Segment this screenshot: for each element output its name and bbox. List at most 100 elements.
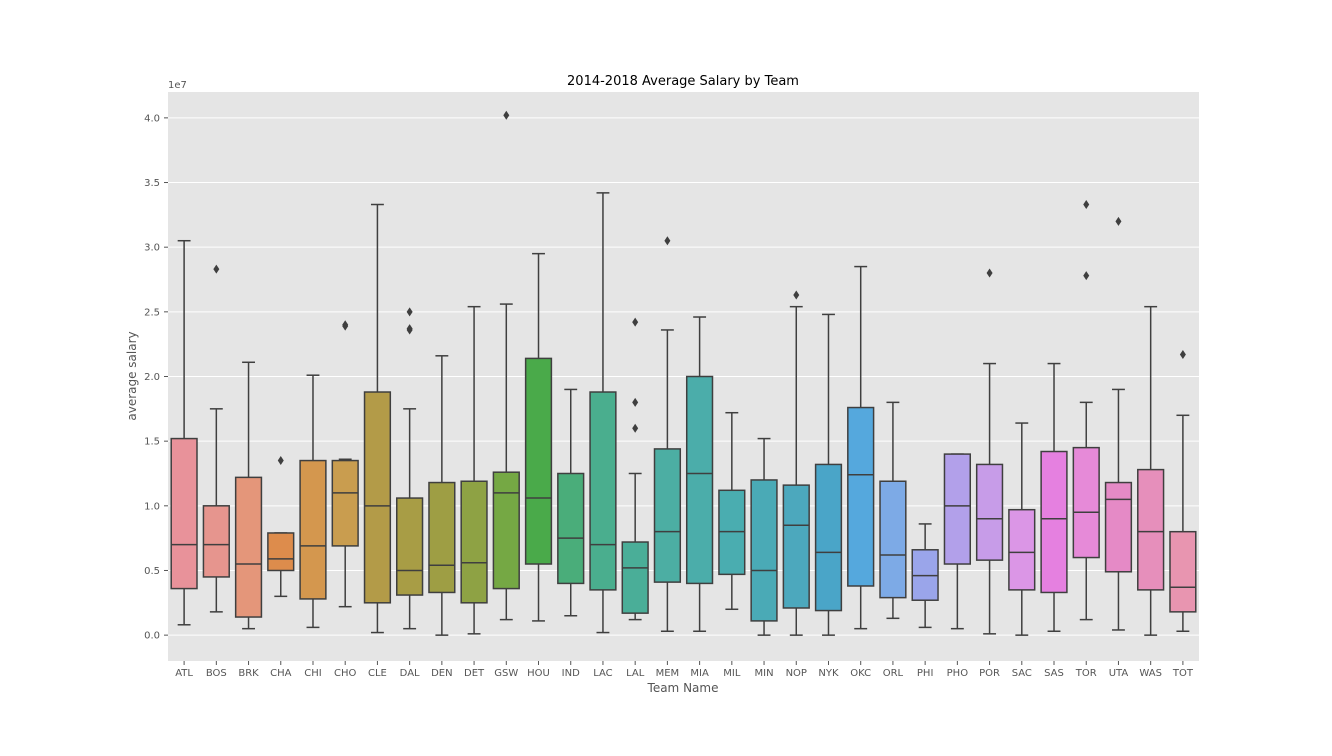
x-tick-label: MEM [656, 668, 680, 679]
box-body [1137, 468, 1165, 591]
box-body [396, 497, 424, 596]
box-sac [1008, 422, 1036, 636]
x-tick-label: CHI [304, 668, 321, 679]
box-body [621, 541, 649, 614]
box-lac [589, 192, 617, 634]
box-tot [1169, 350, 1197, 633]
box-body [524, 357, 553, 565]
outlier-point [632, 317, 639, 327]
y-tick-label: 2.5 [144, 307, 160, 318]
x-tick-label: TOT [1172, 668, 1194, 679]
y-axis-label: average salary [125, 331, 139, 420]
box-por [975, 268, 1004, 635]
outlier-point [503, 110, 510, 120]
outlier-point [342, 321, 349, 331]
y-tick-label: 1.0 [144, 501, 160, 512]
x-tick-label: SAS [1044, 668, 1064, 679]
x-tick-label: SAC [1012, 668, 1032, 679]
x-tick-label: MIL [723, 668, 741, 679]
box-body [685, 375, 714, 585]
x-tick-label: DEN [431, 668, 453, 679]
box-body [234, 476, 263, 618]
box-min [750, 437, 778, 636]
y-tick-label: 3.5 [144, 178, 160, 189]
box-cle [363, 203, 392, 634]
y-tick-label: 0.5 [144, 566, 160, 577]
boxes [170, 110, 1197, 636]
box-nyk [814, 313, 843, 636]
x-tick-label: HOU [527, 668, 550, 679]
y-tick-label: 3.0 [144, 243, 160, 254]
x-axis-ticks: ATL BOS BRK CHA CHI CHO CLE DAL DEN DET GSW HOU IND L… [175, 661, 1194, 679]
box-hou [524, 252, 553, 622]
chart-title: 2014-2018 Average Salary by Team [567, 74, 799, 89]
x-tick-label: UTA [1109, 668, 1129, 679]
box-phi [911, 523, 939, 629]
x-tick-label: ATL [175, 668, 193, 679]
box-chi [299, 374, 327, 629]
box-body [975, 463, 1004, 561]
box-mil [718, 411, 746, 611]
box-body [814, 463, 843, 612]
y-tick-label: 4.0 [144, 113, 160, 124]
y-tick-label: 1.5 [144, 437, 160, 448]
box-uta [1104, 216, 1133, 631]
x-tick-label: IND [562, 668, 580, 679]
box-sas [1040, 362, 1068, 633]
x-tick-label: BRK [238, 668, 259, 679]
box-body [428, 481, 456, 594]
outlier-point [213, 264, 220, 274]
box-body [202, 505, 230, 578]
x-tick-label: PHI [917, 668, 934, 679]
box-dal [396, 307, 424, 630]
x-tick-label: POR [979, 668, 1000, 679]
x-tick-label: CHA [270, 668, 292, 679]
box-gsw [492, 110, 520, 621]
x-tick-label: GSW [494, 668, 518, 679]
box-body [750, 479, 778, 622]
box-body [879, 480, 907, 599]
box-det [460, 305, 488, 635]
box-mia [685, 316, 714, 633]
x-tick-label: DET [464, 668, 485, 679]
outlier-point [986, 268, 993, 278]
x-tick-label: ORL [883, 668, 904, 679]
box-body [492, 471, 520, 590]
box-pho [943, 453, 971, 630]
y-exponent-label: 1e7 [168, 80, 187, 91]
box-ind [557, 388, 585, 617]
box-body [557, 472, 585, 585]
box-body [267, 532, 295, 572]
box-nop [782, 290, 810, 636]
box-body [460, 480, 488, 604]
outlier-point [793, 290, 800, 300]
x-tick-label: LAC [593, 668, 612, 679]
outlier-point [664, 236, 671, 246]
y-tick-label: 2.0 [144, 372, 160, 383]
outlier-point [277, 456, 284, 466]
x-tick-label: MIN [755, 668, 774, 679]
box-tor [1072, 200, 1100, 621]
box-cha [267, 456, 295, 598]
box-body [1104, 481, 1133, 573]
outlier-point [1179, 350, 1186, 360]
y-tick-label: 0.0 [144, 631, 160, 642]
x-tick-label: LAL [626, 668, 645, 679]
x-tick-label: PHO [947, 668, 969, 679]
box-orl [879, 401, 907, 620]
outlier-point [406, 307, 413, 317]
x-tick-label: NYK [818, 668, 839, 679]
box-body [1040, 450, 1068, 594]
box-brk [234, 361, 263, 630]
x-tick-label: OKC [850, 668, 871, 679]
x-tick-label: TOR [1075, 668, 1097, 679]
box-atl [170, 239, 198, 626]
box-bos [202, 264, 230, 613]
y-axis-ticks: 0.0 0.5 1.0 1.5 2.0 2.5 3.0 3.5 4.0 [144, 113, 168, 642]
x-tick-label: CLE [368, 668, 387, 679]
box-body [1169, 530, 1197, 613]
box-body [170, 437, 198, 590]
x-tick-label: MIA [690, 668, 709, 679]
box-body [653, 448, 682, 583]
